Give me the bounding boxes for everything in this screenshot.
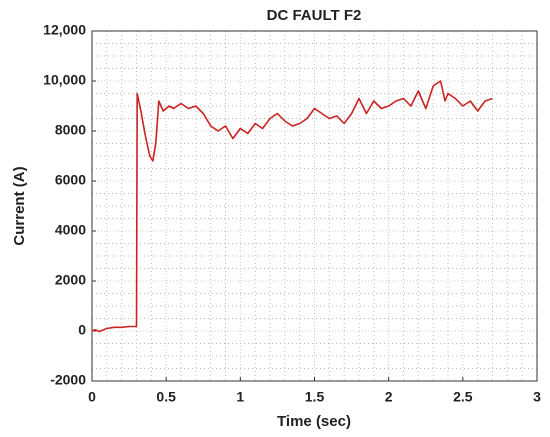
x-tick-label: 0 xyxy=(88,389,96,405)
x-axis-label: Time (sec) xyxy=(277,413,351,430)
x-tick-label: 2.5 xyxy=(453,389,473,405)
chart-title: DC FAULT F2 xyxy=(267,7,362,24)
y-axis-label: Current (A) xyxy=(11,166,28,245)
data-line xyxy=(91,80,493,333)
y-tick-label: 6000 xyxy=(55,172,86,188)
y-tick-label: 8000 xyxy=(55,122,86,138)
y-tick-label: 0 xyxy=(78,322,86,338)
x-tick-label: 0.5 xyxy=(156,389,176,405)
y-tick-label: 10,000 xyxy=(43,72,86,88)
x-tick-label: 2 xyxy=(385,389,393,405)
plot-frame xyxy=(91,30,538,382)
y-tick-label: -2000 xyxy=(50,372,86,388)
y-tick-label: 4000 xyxy=(55,222,86,238)
x-tick-label: 1.5 xyxy=(305,389,325,405)
x-tick-label: 1 xyxy=(236,389,244,405)
y-tick-label: 2000 xyxy=(55,272,86,288)
y-tick-label: 12,000 xyxy=(43,22,86,38)
x-tick-label: 3 xyxy=(533,389,541,405)
